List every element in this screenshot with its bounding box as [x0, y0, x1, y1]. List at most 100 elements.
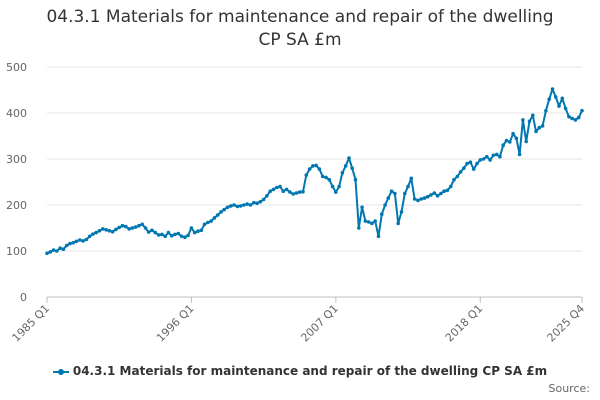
data-point — [150, 228, 154, 233]
data-point — [130, 226, 135, 230]
data-point — [81, 239, 85, 243]
data-point — [291, 192, 296, 196]
y-tick-label: 500 — [6, 61, 27, 74]
data-point — [169, 234, 174, 238]
legend[interactable]: 04.3.1 Materials for maintenance and rep… — [0, 364, 600, 378]
data-point — [553, 95, 558, 99]
data-point — [445, 188, 450, 193]
data-point — [268, 189, 273, 193]
data-point — [563, 106, 568, 111]
data-point — [84, 237, 89, 242]
data-point — [376, 234, 381, 239]
data-point — [570, 116, 574, 121]
data-point — [301, 189, 305, 194]
data-point — [127, 227, 131, 231]
data-point — [45, 251, 49, 256]
data-point — [192, 230, 197, 235]
chart-title-line-2: CP SA £m — [258, 30, 342, 50]
data-point — [189, 226, 194, 230]
data-point — [140, 222, 144, 227]
data-point — [94, 230, 98, 235]
data-point — [406, 184, 410, 189]
data-point — [153, 230, 158, 235]
data-point — [78, 238, 82, 242]
data-point — [347, 156, 351, 160]
data-point — [340, 171, 345, 175]
data-point — [531, 113, 535, 118]
data-point — [320, 174, 325, 179]
data-point — [71, 240, 76, 245]
data-point — [337, 184, 341, 189]
data-point — [360, 205, 364, 210]
data-point — [124, 224, 128, 229]
data-point — [550, 87, 555, 91]
data-point — [261, 197, 266, 202]
data-point — [311, 164, 315, 168]
data-point — [133, 225, 138, 229]
data-point — [179, 234, 184, 239]
data-point — [64, 243, 69, 248]
data-point — [324, 175, 328, 180]
data-point — [209, 219, 213, 223]
data-point — [238, 204, 243, 208]
data-point — [363, 219, 368, 223]
data-point — [137, 223, 141, 228]
data-point — [511, 131, 515, 136]
x-tick-label: 2007 Q1 — [298, 302, 341, 345]
data-point — [288, 190, 292, 194]
data-point — [219, 210, 223, 214]
y-tick-label: 0 — [20, 291, 27, 304]
data-point — [501, 143, 506, 147]
data-point — [120, 223, 125, 228]
data-point — [442, 189, 446, 193]
data-point — [399, 210, 404, 214]
data-point — [163, 234, 167, 239]
axis-layer: 0 100 200 300 400 500 1985 Q1 1996 Q1 2007 Q1 201… — [6, 61, 587, 344]
data-point — [425, 194, 430, 199]
data-point — [488, 158, 492, 162]
data-point — [212, 216, 217, 220]
data-point — [55, 249, 59, 253]
data-point — [334, 190, 338, 194]
data-point — [186, 233, 190, 238]
data-point — [215, 213, 220, 217]
data-point — [455, 174, 460, 179]
data-point — [350, 166, 355, 170]
data-point — [87, 234, 92, 239]
data-point — [435, 194, 440, 198]
data-point — [573, 118, 578, 122]
data-point — [504, 138, 509, 143]
grid-layer — [47, 66, 582, 252]
data-point — [373, 219, 378, 223]
data-point — [524, 139, 528, 144]
data-point — [245, 202, 249, 206]
data-point — [396, 221, 401, 226]
x-tick-label: 1996 Q1 — [154, 302, 197, 345]
data-point — [475, 161, 479, 166]
data-point — [403, 191, 407, 196]
legend-swatch — [52, 367, 69, 377]
y-tick-label: 100 — [6, 245, 27, 258]
data-point — [242, 203, 246, 207]
data-point — [278, 184, 282, 189]
data-point — [176, 231, 181, 236]
data-point — [143, 226, 148, 230]
data-point — [91, 232, 95, 236]
source-label: Source: — [548, 382, 591, 395]
data-point — [452, 177, 456, 182]
data-point — [117, 225, 121, 230]
data-point — [494, 152, 499, 157]
data-point — [380, 212, 384, 216]
data-point — [386, 196, 391, 200]
data-point — [51, 248, 56, 252]
data-point — [196, 229, 200, 233]
data-point — [517, 152, 522, 157]
data-point — [284, 187, 289, 192]
data-point — [557, 104, 561, 108]
data-point — [330, 184, 335, 189]
legend-label: 04.3.1 Materials for maintenance and rep… — [72, 364, 548, 378]
data-point — [471, 167, 476, 171]
chart-title: 04.3.1 Materials for maintenance and rep… — [0, 6, 600, 52]
data-point — [327, 177, 332, 182]
